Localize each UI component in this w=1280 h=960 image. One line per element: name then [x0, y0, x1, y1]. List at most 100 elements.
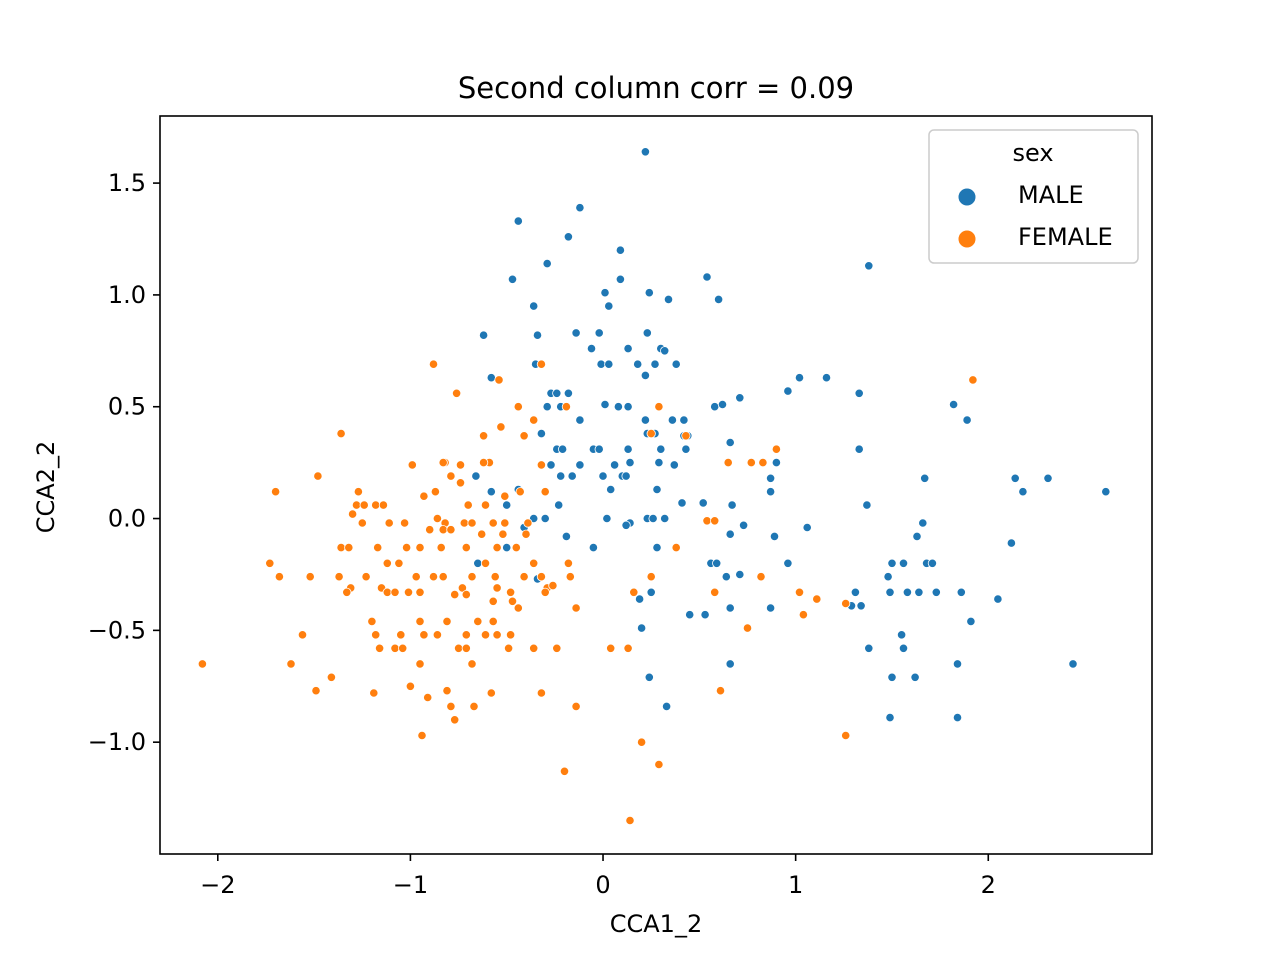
point-female-136 [606, 643, 616, 653]
point-female-24 [758, 457, 768, 468]
point-female-124 [480, 630, 491, 640]
point-male-141 [856, 601, 866, 611]
point-male-134 [914, 587, 924, 597]
point-female-111 [571, 603, 581, 613]
point-male-31 [486, 373, 496, 383]
point-female-81 [411, 572, 421, 582]
point-female-38 [500, 491, 510, 501]
point-male-142 [685, 610, 695, 620]
point-male-154 [910, 672, 920, 682]
plot-frame [159, 115, 1153, 855]
point-male-52 [667, 415, 678, 425]
point-male-70 [609, 460, 620, 470]
point-female-27 [430, 487, 440, 497]
point-male-122 [783, 558, 793, 568]
point-male-61 [557, 444, 568, 454]
point-male-78 [598, 471, 608, 481]
point-female-62 [344, 542, 354, 553]
point-female-156 [715, 686, 726, 696]
point-female-161 [654, 759, 664, 770]
point-female-86 [519, 572, 529, 582]
point-male-121 [712, 558, 722, 568]
point-male-29 [650, 359, 660, 369]
point-female-106 [450, 589, 460, 600]
point-female-129 [390, 643, 400, 653]
point-female-54 [438, 525, 448, 535]
point-female-107 [461, 589, 471, 600]
point-female-79 [334, 572, 344, 582]
point-female-63 [373, 542, 383, 553]
point-male-82 [920, 473, 930, 483]
point-female-144 [415, 659, 425, 669]
x-tick-label-2: 0 [595, 871, 610, 899]
point-male-84 [1043, 473, 1053, 483]
points-layer [197, 147, 1111, 826]
point-female-108 [488, 596, 498, 606]
point-female-76 [671, 542, 681, 553]
point-female-71 [382, 558, 392, 568]
x-axis-label: CCA1_2 [610, 910, 702, 938]
point-female-23 [723, 457, 733, 468]
point-female-33 [540, 487, 550, 497]
legend-marker-female [957, 229, 977, 249]
y-tick-label-1: −0.5 [88, 616, 146, 644]
point-male-22 [623, 343, 633, 354]
point-male-41 [542, 402, 552, 412]
point-female-78 [305, 572, 315, 582]
point-male-151 [1068, 659, 1078, 669]
point-male-150 [952, 659, 963, 669]
point-male-90 [652, 484, 662, 495]
point-female-150 [536, 688, 547, 698]
point-female-42 [347, 509, 358, 519]
point-male-28 [633, 359, 643, 369]
x-axis-ticks: −2 −1 0 1 2 [200, 854, 996, 899]
legend-box [928, 129, 1139, 264]
point-male-94 [677, 498, 687, 508]
point-male-74 [771, 457, 782, 468]
point-female-118 [442, 616, 452, 627]
point-male-50 [575, 415, 585, 425]
point-male-132 [885, 587, 895, 597]
point-female-153 [446, 701, 456, 712]
point-female-87 [536, 572, 547, 582]
point-male-144 [765, 603, 776, 613]
point-female-45 [399, 518, 410, 528]
point-female-22 [746, 457, 756, 468]
point-female-104 [342, 587, 352, 597]
point-female-137 [623, 643, 633, 653]
point-female-64 [401, 542, 412, 553]
point-male-155 [644, 672, 654, 682]
point-male-43 [600, 399, 610, 410]
point-female-93 [382, 587, 392, 597]
point-female-30 [478, 457, 489, 468]
point-female-158 [417, 730, 427, 741]
point-female-145 [467, 659, 477, 669]
point-female-140 [742, 623, 753, 633]
point-male-131 [850, 587, 861, 597]
point-female-146 [311, 686, 321, 696]
point-female-101 [629, 587, 639, 597]
point-male-51 [640, 415, 651, 425]
point-female-125 [492, 630, 502, 640]
point-female-25 [270, 487, 281, 497]
point-male-64 [623, 444, 633, 454]
point-female-10 [519, 431, 529, 441]
point-male-117 [652, 542, 662, 553]
point-male-100 [602, 513, 612, 524]
point-female-103 [794, 587, 805, 597]
point-female-72 [394, 558, 404, 568]
point-female-84 [467, 572, 477, 582]
point-female-31 [515, 487, 525, 497]
point-female-121 [419, 630, 429, 640]
point-female-132 [461, 643, 471, 653]
point-female-90 [756, 572, 766, 582]
point-male-36 [552, 388, 562, 398]
point-male-10 [600, 288, 610, 298]
point-female-116 [488, 616, 498, 627]
point-male-46 [710, 402, 720, 412]
point-female-65 [415, 542, 425, 553]
point-female-17 [455, 460, 466, 470]
point-male-0 [640, 147, 651, 157]
point-female-102 [710, 587, 720, 597]
point-female-13 [496, 422, 506, 432]
